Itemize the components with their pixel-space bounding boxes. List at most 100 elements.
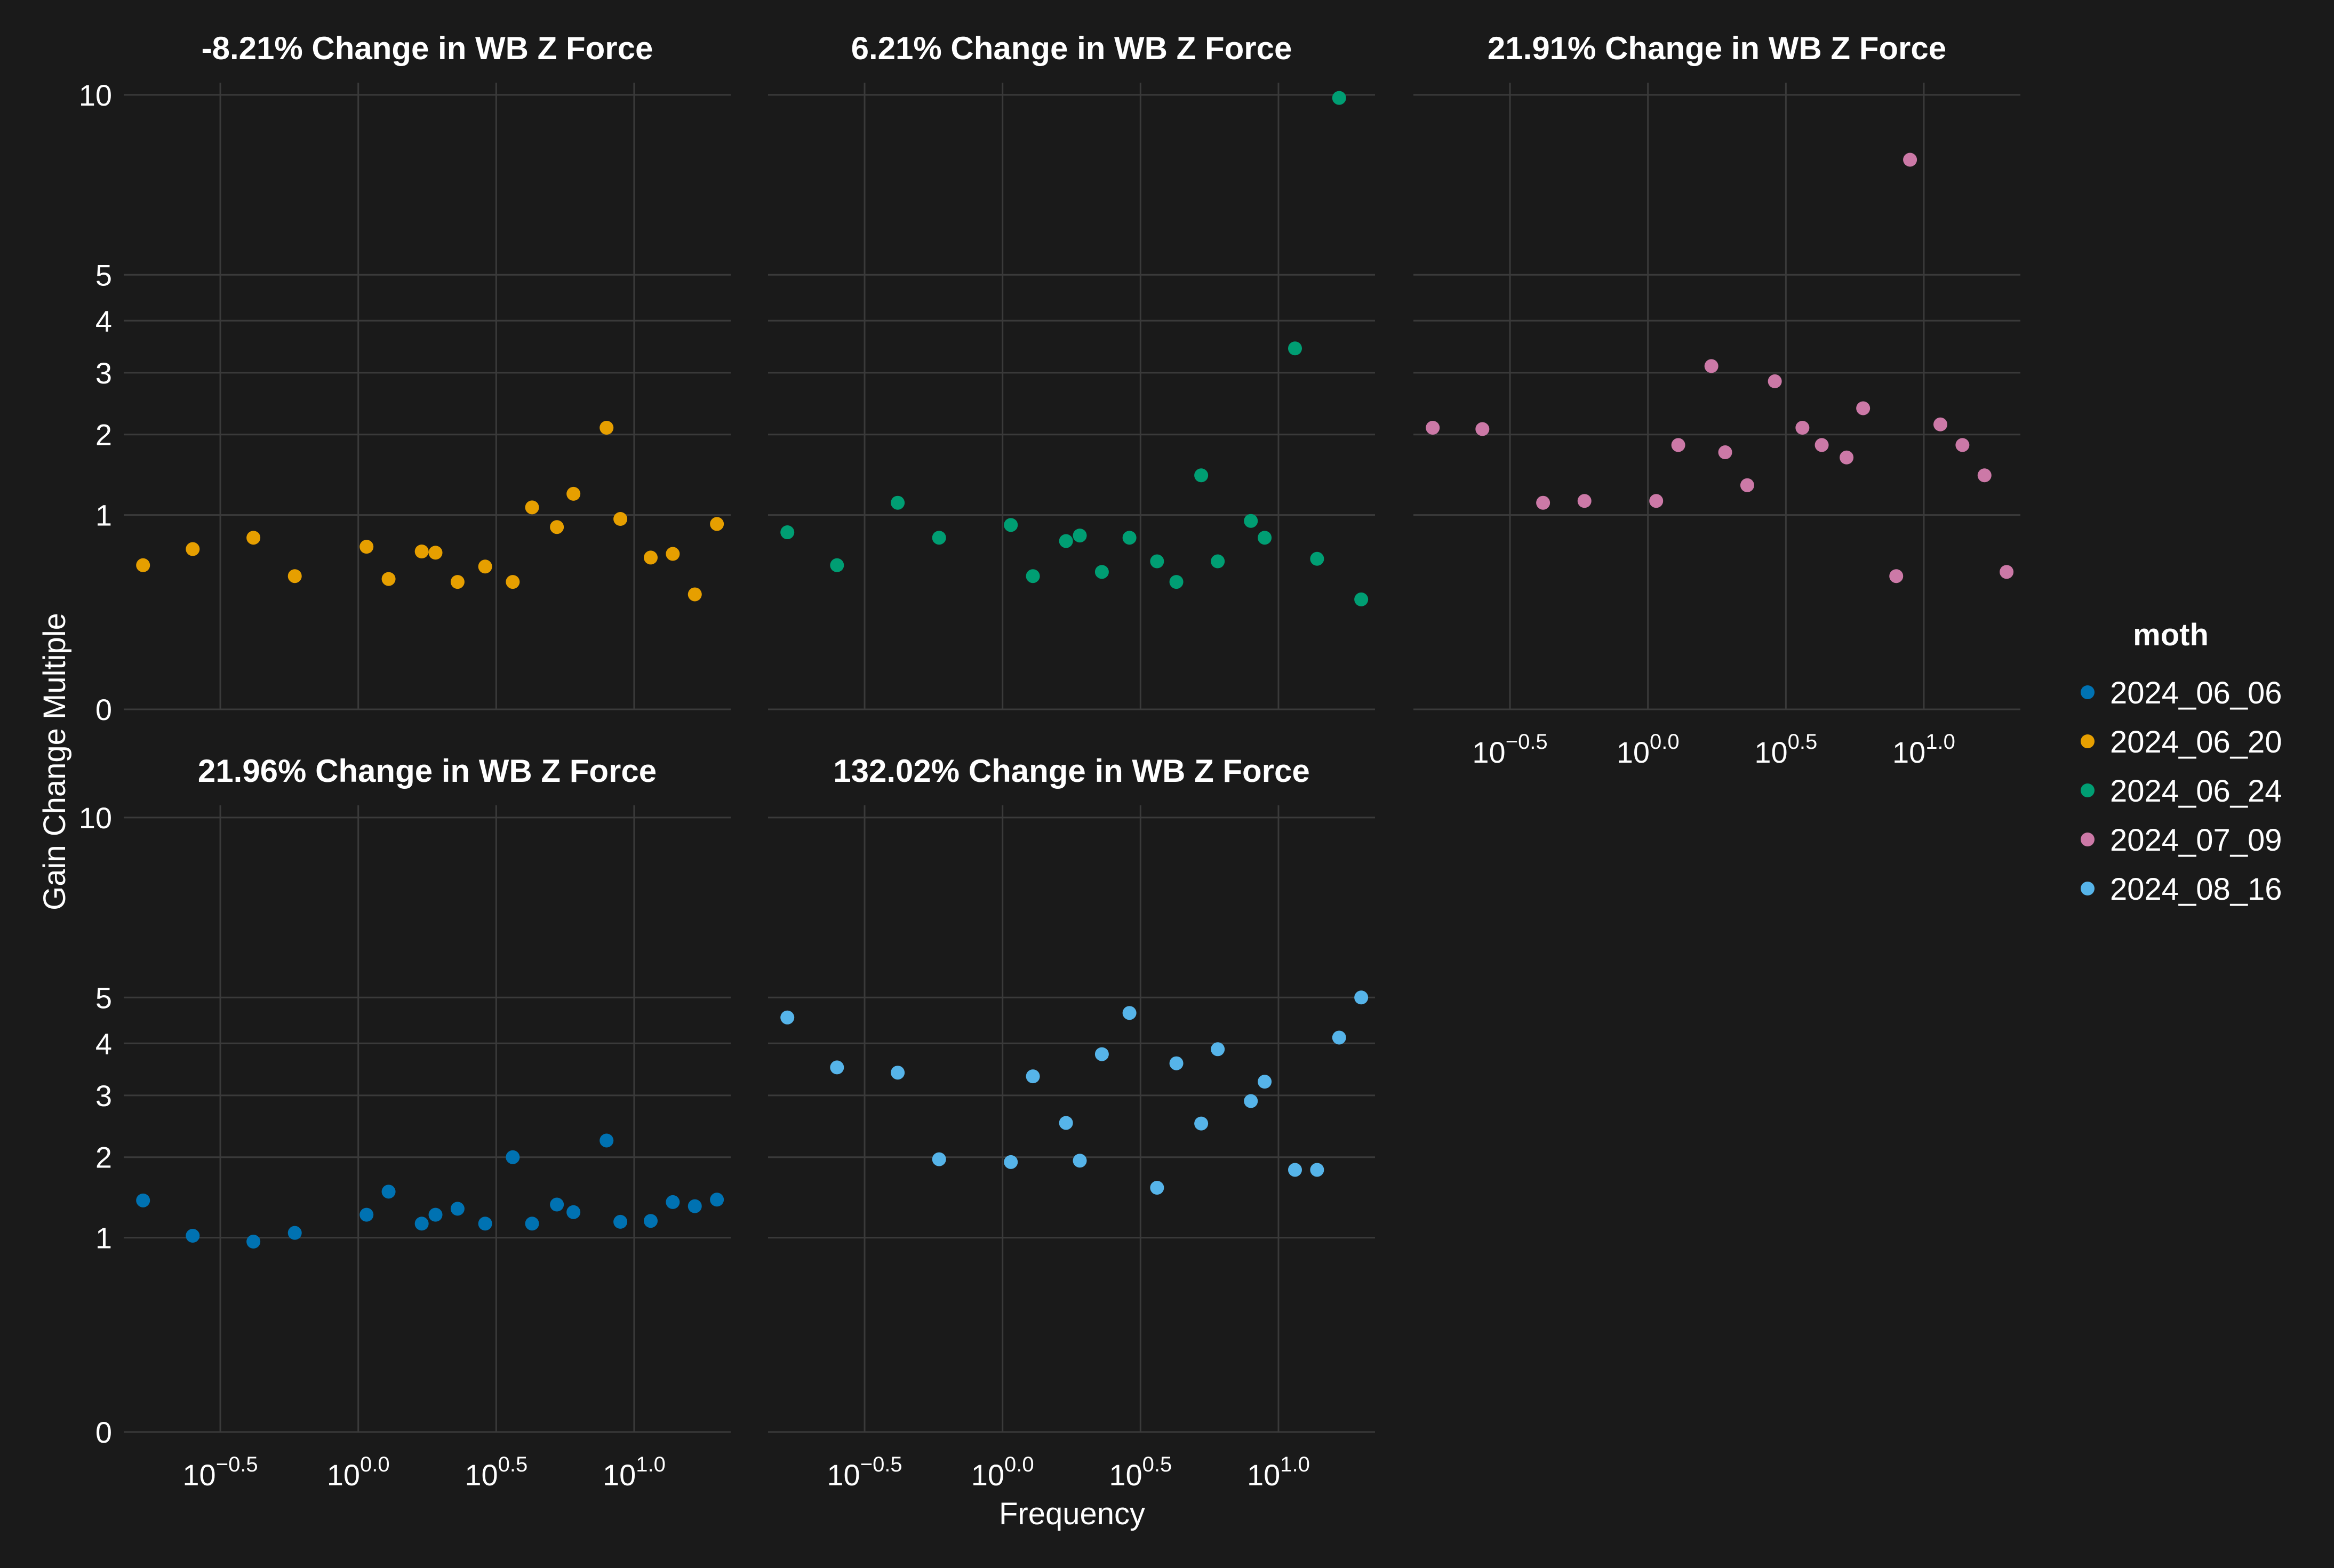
data-point (1310, 551, 1324, 566)
y-tick-label: 10 (79, 78, 112, 112)
facet-panel: 132.02% Change in WB Z Force 10−0.5 100.0 1… (768, 753, 1375, 1492)
y-tick-label: 4 (95, 304, 112, 338)
data-point (1740, 478, 1754, 492)
facet-panel: 6.21% Change in WB Z Force (768, 30, 1375, 710)
data-point (1169, 575, 1184, 589)
data-point (478, 1217, 492, 1231)
data-point (414, 1217, 429, 1231)
data-point (287, 569, 302, 583)
data-point (1354, 990, 1369, 1005)
legend-label: 2024_06_06 (2110, 676, 2282, 710)
x-tick-label: 100.5 (1754, 730, 1817, 769)
data-point (506, 575, 520, 589)
data-point (1150, 554, 1164, 569)
y-tick-label: 1 (95, 1221, 112, 1255)
x-tick-label: 101.0 (1892, 730, 1955, 769)
data-point (1211, 1042, 1225, 1057)
x-tick-label: 100.0 (1617, 730, 1680, 769)
x-tick-label: 10−0.5 (182, 1453, 258, 1492)
data-point (1194, 1116, 1209, 1131)
data-point (932, 531, 946, 545)
data-point (359, 1207, 374, 1222)
data-point (1004, 518, 1018, 532)
data-point (891, 495, 905, 510)
data-point (1718, 445, 1732, 460)
data-point (1026, 569, 1040, 583)
data-point (1004, 1155, 1018, 1169)
data-point (613, 1214, 628, 1229)
legend-marker (2081, 783, 2095, 797)
data-point (428, 546, 443, 560)
data-point (1354, 592, 1369, 606)
legend-marker (2081, 685, 2095, 699)
data-point (688, 587, 702, 602)
legend-label: 2024_07_09 (2110, 823, 2282, 858)
legend-items: 2024_06_06 2024_06_20 2024_06_24 2024_07_09… (2081, 676, 2282, 907)
data-point (780, 1010, 795, 1025)
data-point (1815, 438, 1829, 452)
data-point (710, 1193, 724, 1207)
data-point (381, 572, 396, 586)
y-tick-label: 5 (95, 981, 112, 1014)
legend-title: moth (2133, 618, 2209, 652)
y-axis-label: Gain Change Multiple (37, 613, 72, 910)
data-point (688, 1199, 702, 1213)
facet-panel: -8.21% Change in WB Z Force 0 1 2 3 4 5 10 (79, 30, 731, 726)
data-point (450, 1202, 465, 1216)
data-point (1194, 468, 1209, 483)
data-point (1536, 495, 1550, 510)
data-point (550, 1197, 564, 1212)
data-point (478, 559, 492, 574)
x-tick-label: 100.0 (327, 1453, 390, 1492)
y-tick-label: 0 (95, 693, 112, 726)
data-point (1288, 1163, 1302, 1177)
data-point (613, 512, 628, 526)
data-point (1768, 374, 1782, 388)
data-point (1889, 569, 1904, 583)
data-point (891, 1066, 905, 1080)
data-point (1244, 1094, 1258, 1108)
y-tick-label: 5 (95, 258, 112, 292)
legend-label: 2024_06_20 (2110, 725, 2282, 759)
data-point (414, 544, 429, 558)
x-tick-label: 101.0 (1247, 1453, 1310, 1492)
data-point (186, 542, 200, 556)
data-point (1073, 529, 1087, 543)
x-tick-label: 100.5 (465, 1453, 527, 1492)
data-point (506, 1150, 520, 1164)
data-point (932, 1152, 946, 1166)
data-point (566, 486, 581, 501)
legend-item: 2024_06_06 (2081, 676, 2282, 710)
legend-label: 2024_08_16 (2110, 872, 2282, 907)
panel-title: 21.91% Change in WB Z Force (1488, 30, 1946, 66)
data-point (1258, 531, 1272, 545)
data-point (525, 500, 539, 515)
legend-marker (2081, 734, 2095, 748)
x-tick-label: 100.0 (971, 1453, 1034, 1492)
y-tick-label: 0 (95, 1415, 112, 1449)
data-point (1026, 1069, 1040, 1084)
panel-title: 132.02% Change in WB Z Force (833, 753, 1310, 789)
data-point (1704, 359, 1718, 373)
data-point (1903, 153, 1917, 167)
data-point (830, 558, 844, 572)
data-point (136, 558, 150, 572)
x-tick-label: 100.5 (1109, 1453, 1172, 1492)
data-point (1211, 554, 1225, 569)
legend-label: 2024_06_24 (2110, 774, 2282, 809)
y-tick-label: 1 (95, 499, 112, 532)
data-point (600, 421, 614, 435)
data-point (1671, 438, 1685, 452)
data-point (1840, 450, 1854, 465)
y-tick-label: 2 (95, 1141, 112, 1174)
data-point (428, 1207, 443, 1222)
data-point (1310, 1163, 1324, 1177)
data-point (830, 1060, 844, 1075)
data-point (1856, 401, 1871, 415)
facet-panel: 21.96% Change in WB Z Force 0 1 2 3 4 5 10 10−0.… (79, 753, 731, 1492)
legend: moth 2024_06_062024_06_202024_06_242024_… (2081, 618, 2282, 907)
x-tick-label: 10−0.5 (827, 1453, 902, 1492)
data-point (1332, 1030, 1346, 1045)
y-tick-label: 3 (95, 1079, 112, 1113)
